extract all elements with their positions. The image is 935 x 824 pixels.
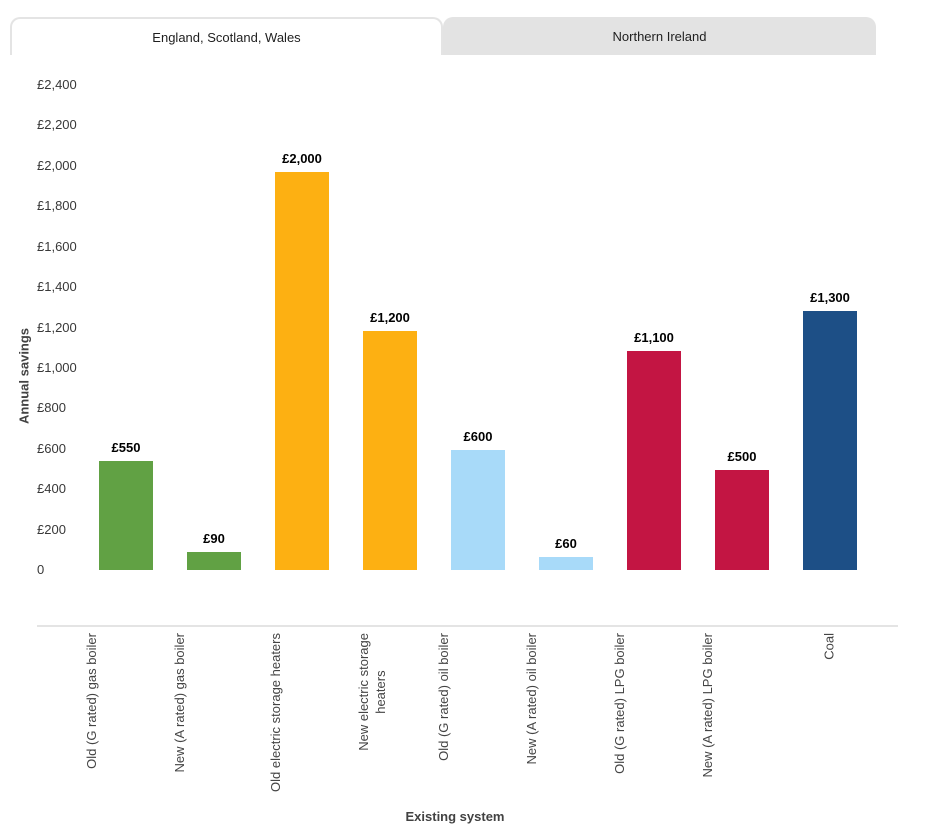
x-category-label: New (A rated) gas boiler (172, 633, 256, 772)
bar-3[interactable] (275, 172, 329, 570)
bar-value-label: £600 (463, 429, 493, 444)
x-category-label: Old (G rated) LPG boiler (612, 633, 696, 774)
x-category-label-text: Coal (821, 633, 837, 660)
bar-value-label: £1,200 (370, 310, 410, 325)
tab-northern-ireland-label: Northern Ireland (612, 28, 707, 44)
bar-value-label: £500 (727, 449, 757, 464)
bar-6[interactable] (539, 557, 593, 570)
y-tick-label: £800 (37, 400, 66, 415)
x-category-label-text: New electric storage heaters (356, 633, 389, 751)
y-tick-label: £400 (37, 481, 66, 496)
y-tick-label: £600 (37, 441, 66, 456)
y-tick-label: £1,600 (37, 239, 77, 254)
y-tick-label: £1,200 (37, 320, 77, 335)
bar-value-label: £2,000 (282, 151, 322, 166)
x-category-label: Old (G rated) gas boiler (84, 633, 168, 769)
x-category-label-text: Old electric storage heaters (268, 633, 284, 792)
y-tick-label: £2,400 (37, 77, 77, 92)
bar-value-label: £90 (203, 531, 225, 546)
x-axis-title: Existing system (405, 809, 505, 824)
x-category-label-text: Old (G rated) LPG boiler (611, 633, 627, 774)
x-category-label-text: Old (G rated) gas boiler (83, 633, 99, 769)
tab-england-scotland-wales[interactable]: England, Scotland, Wales (10, 17, 443, 55)
y-axis-title: Annual savings (16, 327, 32, 425)
bar-value-label: £1,100 (634, 330, 674, 345)
x-category-label-text: New (A rated) gas boiler (171, 633, 187, 773)
y-tick-label: £1,800 (37, 198, 77, 213)
x-axis-line (37, 625, 898, 627)
bar-1[interactable] (99, 461, 153, 570)
x-category-label: Old (G rated) oil boiler (436, 633, 520, 761)
x-category-label-text: New (A rated) LPG boiler (699, 633, 715, 778)
bar-2[interactable] (187, 552, 241, 570)
x-category-label: New (A rated) LPG boiler (700, 633, 784, 778)
x-category-label: New (A rated) oil boiler (524, 633, 608, 765)
x-category-label-text: New (A rated) oil boiler (523, 633, 539, 765)
bar-value-label: £60 (555, 536, 577, 551)
tab-england-scotland-wales-label: England, Scotland, Wales (152, 29, 301, 45)
bar-4[interactable] (363, 331, 417, 570)
bar-5[interactable] (451, 450, 505, 570)
bar-value-label: £550 (111, 440, 141, 455)
region-tabbar: England, Scotland, Wales Northern Irelan… (10, 17, 876, 55)
bar-value-label: £1,300 (810, 290, 850, 305)
y-tick-label: £2,000 (37, 158, 77, 173)
y-tick-label: £2,200 (37, 117, 77, 132)
bar-9[interactable] (803, 311, 857, 570)
x-category-label: New electric storage heaters (356, 633, 424, 751)
x-category-label: Coal (822, 633, 839, 660)
tab-northern-ireland[interactable]: Northern Ireland (443, 17, 876, 55)
y-tick-label: £200 (37, 522, 66, 537)
bar-chart: Annual savings Existing system £2,400 £2,… (0, 55, 935, 824)
x-category-label: Old electric storage heaters (268, 633, 336, 792)
y-tick-label: £1,000 (37, 360, 77, 375)
y-tick-label: £1,400 (37, 279, 77, 294)
x-category-label-text: Old (G rated) oil boiler (435, 633, 451, 761)
bar-7[interactable] (627, 351, 681, 570)
bar-8[interactable] (715, 470, 769, 570)
y-tick-label: 0 (37, 562, 45, 577)
